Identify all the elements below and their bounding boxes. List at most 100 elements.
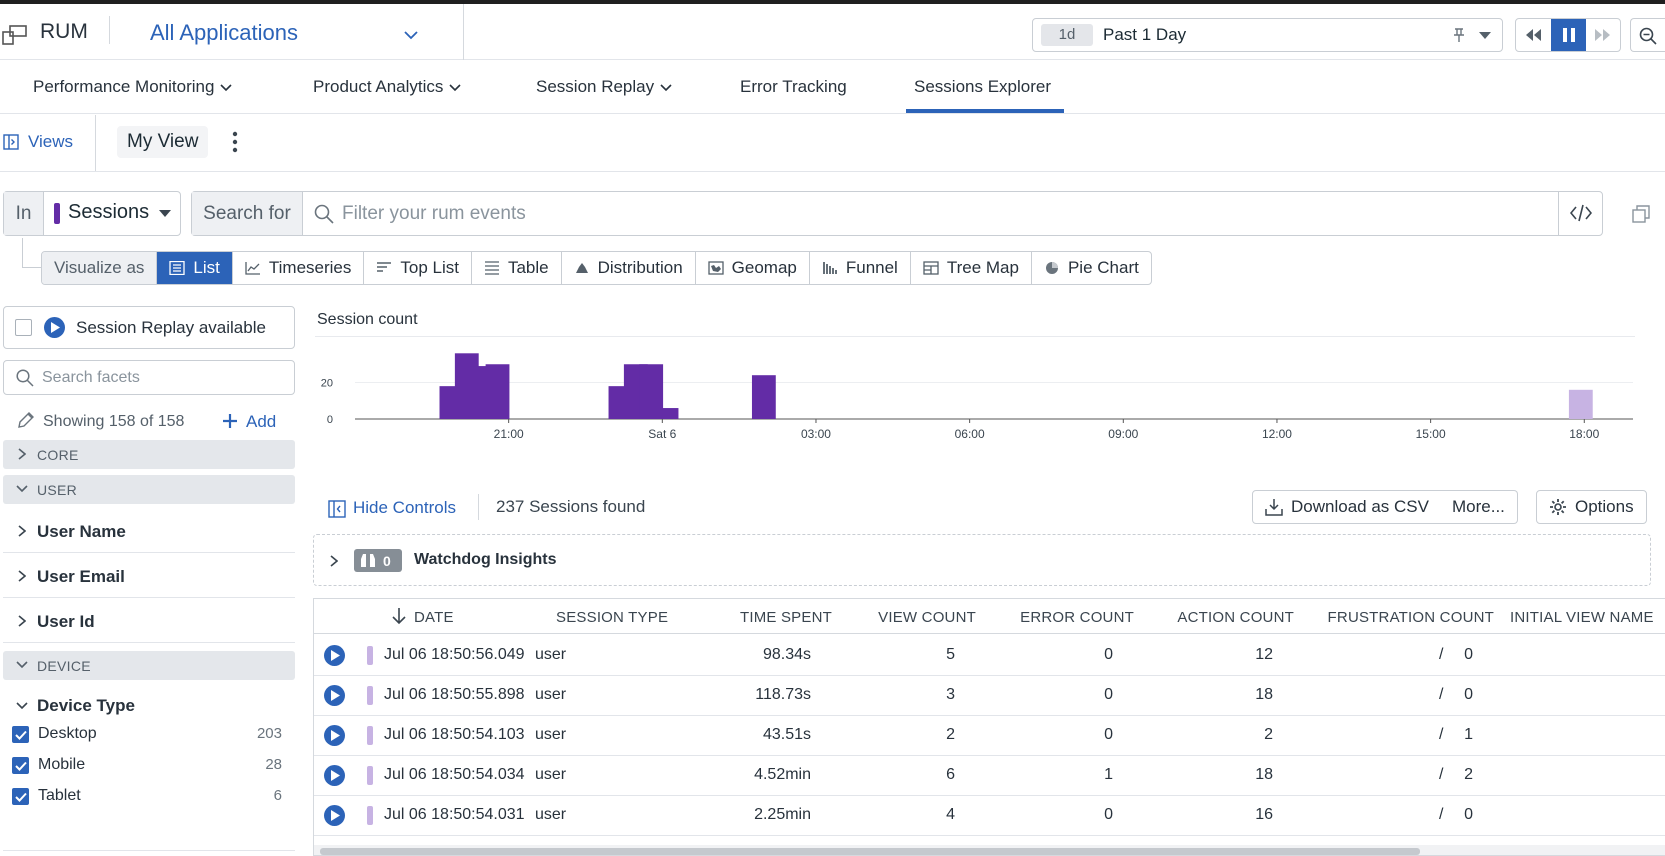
column-initial-view-name[interactable]: INITIAL VIEW NAME: [1510, 609, 1654, 626]
sidebar-panel-icon[interactable]: [3, 134, 19, 150]
download-csv-button[interactable]: Download as CSV: [1252, 490, 1442, 524]
watchdog-insights[interactable]: 0 Watchdog Insights: [313, 534, 1651, 586]
facet-search-input[interactable]: [42, 361, 282, 394]
chart-bar: [485, 364, 510, 419]
table-row[interactable]: Jul 06 18:50:54.031 user 2.25min 4 0 16 0 /: [314, 795, 1665, 836]
list-icon: [169, 261, 186, 275]
cell-session-type: user: [535, 766, 567, 783]
facet-group-core[interactable]: CORE: [3, 440, 295, 469]
table-row[interactable]: Jul 06 18:50:56.049 user 98.34s 5 0 12 0 /: [314, 635, 1665, 676]
facet-user-email[interactable]: User Email: [3, 553, 295, 598]
tab-error-tracking[interactable]: Error Tracking: [740, 77, 847, 97]
binoculars-icon: [361, 554, 375, 567]
application-selector[interactable]: All Applications: [150, 20, 298, 45]
vis-option-timeseries[interactable]: Timeseries: [233, 252, 365, 284]
fast-forward-button[interactable]: [1586, 19, 1620, 51]
chevron-down-icon[interactable]: [404, 30, 418, 40]
vis-option-funnel[interactable]: Funnel: [810, 252, 911, 284]
views-link[interactable]: Views: [28, 132, 74, 151]
checkbox-checked[interactable]: [12, 788, 29, 805]
facet-device-type[interactable]: Device Type: [3, 685, 295, 725]
current-view-name[interactable]: My View: [117, 126, 209, 158]
facet-count: Showing 158 of 158: [43, 413, 185, 430]
cell-initial-view-name: /: [1439, 806, 1444, 823]
sessions-color-pill: [54, 203, 60, 224]
column-action-count[interactable]: ACTION COUNT: [1177, 609, 1294, 626]
pin-icon[interactable]: [1451, 27, 1467, 43]
table-row[interactable]: Jul 06 18:50:54.103 user 43.51s 2 0 2 1 /: [314, 715, 1665, 756]
column-view-count[interactable]: VIEW COUNT: [878, 609, 976, 626]
vis-option-pie-chart[interactable]: Pie Chart: [1032, 252, 1151, 284]
product-title: RUM: [40, 20, 88, 43]
copy-icon[interactable]: [1632, 205, 1650, 223]
vis-option-geomap[interactable]: Geomap: [696, 252, 810, 284]
cell-action-count: 18: [1255, 686, 1273, 703]
column-frustration-count[interactable]: FRUSTRATION COUNT: [1327, 609, 1494, 626]
distribution-icon: [574, 263, 589, 274]
table-row[interactable]: Jul 06 18:50:54.034 user 4.52min 6 1 18 2 /: [314, 755, 1665, 796]
session-replay-filter[interactable]: Session Replay available: [3, 306, 295, 349]
device-desktop-option[interactable]: Desktop 203: [12, 723, 292, 747]
visualize-toolbar: Visualize as List Timeseries Top List Ta…: [41, 251, 1152, 285]
facet-user-name[interactable]: User Name: [3, 508, 295, 553]
caret-down-icon[interactable]: [1479, 32, 1491, 40]
chart-bar: [639, 364, 664, 419]
vis-option-top-list[interactable]: Top List: [364, 252, 472, 284]
zoom-out-button[interactable]: [1630, 18, 1665, 52]
device-mobile-option[interactable]: Mobile 28: [12, 754, 292, 778]
vis-option-distribution[interactable]: Distribution: [562, 252, 696, 284]
option-label: Desktop: [38, 725, 97, 742]
code-view-button[interactable]: [1558, 192, 1602, 235]
session-replay-checkbox[interactable]: [15, 319, 32, 336]
facet-group-user[interactable]: USER: [3, 475, 295, 504]
tree-map-icon: [923, 261, 939, 275]
x-tick-label: 12:00: [1262, 427, 1292, 441]
vis-option-tree-map[interactable]: Tree Map: [911, 252, 1032, 284]
rewind-button[interactable]: [1516, 19, 1551, 51]
session-count-chart[interactable]: 40 20 0 21:00 Sat 6 03:00 06:00 09:00 12:00 15:00…: [315, 350, 1645, 470]
device-tablet-option[interactable]: Tablet 6: [12, 785, 292, 809]
tab-session-replay[interactable]: Session Replay: [536, 77, 672, 97]
collapse-panel-icon[interactable]: [328, 500, 346, 518]
checkbox-checked[interactable]: [12, 726, 29, 743]
facet-user-id[interactable]: User Id: [3, 598, 295, 643]
play-replay-icon[interactable]: [324, 765, 345, 786]
cell-date: Jul 06 18:50:54.034: [384, 766, 525, 783]
rewind-icon: [1526, 29, 1541, 41]
sort-descending-icon[interactable]: [392, 607, 406, 625]
scrollbar-thumb[interactable]: [320, 848, 1420, 855]
options-button[interactable]: Options: [1536, 490, 1647, 524]
column-error-count[interactable]: ERROR COUNT: [1020, 609, 1134, 626]
x-tick-label: 03:00: [801, 427, 831, 441]
play-replay-icon[interactable]: [324, 685, 345, 706]
facet-search: [3, 360, 295, 395]
edit-pencil-icon[interactable]: [17, 411, 35, 429]
cell-initial-view-name: /: [1439, 686, 1444, 703]
more-button[interactable]: More...: [1440, 490, 1518, 524]
column-session-type[interactable]: SESSION TYPE: [556, 609, 669, 626]
pause-button[interactable]: [1551, 19, 1586, 51]
checkbox-checked[interactable]: [12, 757, 29, 774]
tab-sessions-explorer[interactable]: Sessions Explorer: [914, 77, 1051, 97]
column-time-spent[interactable]: TIME SPENT: [739, 609, 832, 626]
vis-option-list[interactable]: List: [157, 252, 233, 284]
table-row[interactable]: Jul 06 18:50:55.898 user 118.73s 3 0 18 0 /: [314, 675, 1665, 716]
play-replay-icon[interactable]: [324, 805, 345, 826]
time-range-picker[interactable]: 1d Past 1 Day: [1032, 18, 1503, 52]
watchdog-badge: 0: [354, 549, 402, 572]
play-replay-icon[interactable]: [324, 725, 345, 746]
source-selector[interactable]: In Sessions: [3, 191, 181, 236]
hide-controls-link[interactable]: Hide Controls: [353, 498, 456, 517]
column-date[interactable]: DATE: [414, 609, 454, 626]
plus-icon[interactable]: [222, 413, 238, 429]
kebab-menu-icon[interactable]: [228, 130, 242, 154]
play-replay-icon[interactable]: [324, 645, 345, 666]
tab-product-analytics[interactable]: Product Analytics: [313, 77, 461, 97]
chart-bar: [1568, 389, 1593, 419]
facet-group-device[interactable]: DEVICE: [3, 651, 295, 680]
horizontal-scrollbar[interactable]: [314, 845, 1665, 855]
search-input[interactable]: [342, 192, 1665, 235]
add-facet-link[interactable]: Add: [246, 412, 277, 431]
vis-option-table[interactable]: Table: [472, 252, 562, 284]
tab-performance-monitoring[interactable]: Performance Monitoring: [33, 77, 232, 97]
